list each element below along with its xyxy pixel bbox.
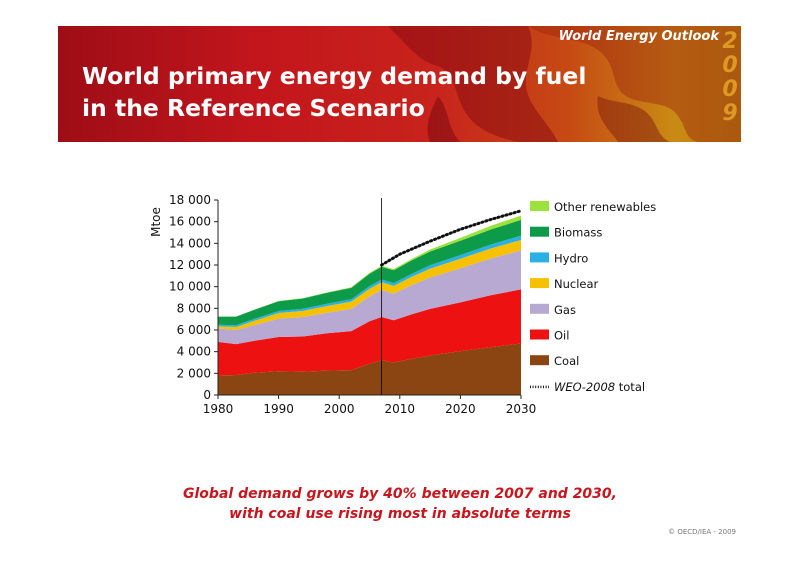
legend-swatch-hydro	[530, 252, 549, 263]
year-digit: 9	[722, 101, 738, 126]
area-nuclear	[218, 240, 521, 330]
world-map-decoration	[388, 26, 741, 142]
axes: 0 2 000 4 000 6 000 8 000 10 000 12 000 14 000 1…	[150, 193, 536, 416]
y-tick-label: 2 000	[177, 366, 211, 380]
reference-line-group	[380, 209, 523, 267]
x-tick-label: 2030	[506, 402, 537, 416]
legend-label-gas: Gas	[554, 303, 576, 317]
copyright-note: © OECD/IEA - 2009	[668, 528, 736, 536]
brand-label: World Energy Outlook	[558, 29, 719, 44]
area-biomass	[218, 219, 521, 326]
legend-label-coal: Coal	[554, 354, 579, 368]
legend-label-oil: Oil	[554, 329, 569, 343]
y-tick-label: 12 000	[169, 258, 211, 272]
caption: Global demand grows by 40% between 2007 …	[150, 484, 650, 524]
reference-line	[380, 209, 523, 267]
legend-label-nuclear: Nuclear	[554, 277, 599, 291]
legend-swatch-biomass	[530, 226, 549, 237]
x-tick-label: 2020	[445, 402, 476, 416]
y-tick-label: 4 000	[177, 345, 211, 359]
y-tick-label: 18 000	[169, 193, 211, 207]
year-digit: 0	[722, 53, 738, 78]
legend-swatch-other-renewables	[530, 201, 549, 211]
x-tick-label: 2000	[324, 402, 355, 416]
y-tick-label: 10 000	[169, 280, 211, 294]
y-tick-label: 16 000	[169, 215, 211, 229]
area-coal	[218, 343, 521, 395]
stacked-areas	[218, 215, 521, 395]
caption-line-1: Global demand grows by 40% between 2007 …	[183, 486, 617, 502]
area-oil	[218, 289, 521, 376]
legend: Other renewables Biomass Hydro Nuclear Gas Oi…	[530, 200, 656, 394]
legend-swatch-oil	[530, 329, 549, 340]
legend-swatch-gas	[530, 303, 549, 314]
y-tick-label: 14 000	[169, 236, 211, 250]
y-tick-label: 8 000	[177, 301, 211, 315]
area-hydro	[218, 235, 521, 327]
legend-label-biomass: Biomass	[554, 226, 602, 240]
legend-swatch-nuclear	[530, 278, 549, 289]
y-tick-label: 0	[203, 388, 211, 402]
x-tick-label: 1980	[203, 402, 234, 416]
page-title: World primary energy demand by fuel in t…	[82, 60, 602, 124]
x-tick-label: 1990	[263, 402, 294, 416]
y-axis-title: Mtoe	[150, 207, 163, 237]
title-line-1: World primary energy demand by fuel	[82, 62, 587, 90]
title-line-2: in the Reference Scenario	[82, 94, 425, 122]
legend-swatch-coal	[530, 355, 549, 366]
year-digit: 0	[722, 77, 738, 102]
legend-label-reference: WEO-2008 total	[554, 380, 645, 394]
legend-label-hydro: Hydro	[554, 251, 588, 265]
caption-line-2: with coal use rising most in absolute te…	[229, 506, 571, 522]
energy-demand-chart: 0 2 000 4 000 6 000 8 000 10 000 12 000 14 000 1…	[150, 193, 656, 416]
legend-label-other-renewables: Other renewables	[554, 200, 656, 214]
y-tick-label: 6 000	[177, 323, 211, 337]
x-tick-label: 2010	[385, 402, 416, 416]
year-digit: 2	[722, 29, 738, 54]
area-gas	[218, 250, 521, 345]
